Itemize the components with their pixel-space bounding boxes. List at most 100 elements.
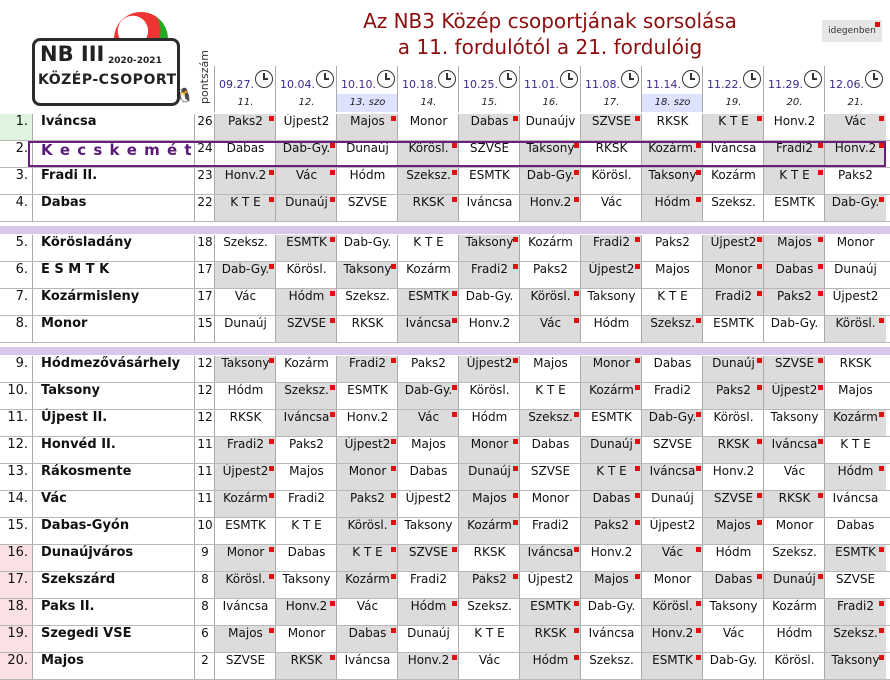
opponent-cell: Újpest2 <box>275 114 337 140</box>
table-row: 1. Iváncsa 26 Paks2 Újpest2 Majos Monor Dabas Du… <box>0 114 890 141</box>
opponent-cell: Dabas <box>763 262 825 288</box>
team-name: Körösladány <box>32 235 201 261</box>
row-divider <box>0 571 890 572</box>
opponent-cell: SZVSE <box>336 195 398 221</box>
opponent-cell: RKSK <box>397 195 459 221</box>
opponent-cell: K T E <box>824 437 886 463</box>
opponent-cell: Dab-Gy. <box>519 168 581 194</box>
opponent-cell: Dunaúj <box>458 464 520 490</box>
opponent-cell: Vác <box>275 168 337 194</box>
opponent-cell: Szeksz. <box>519 410 581 436</box>
opponent-cell: Taksony <box>763 410 825 436</box>
opponent-cell: Dunaúj <box>580 437 642 463</box>
opponent-cell: Vác <box>214 289 276 315</box>
opponent-cell: Szeksz. <box>397 168 459 194</box>
opponent-cell: Iváncsa <box>275 410 337 436</box>
clock-icon <box>438 70 456 88</box>
team-name: Honvéd II. <box>32 437 201 463</box>
opponent-cell: SZVSE <box>458 141 520 167</box>
opponent-cell: RKSK <box>214 410 276 436</box>
opponent-cell: ESMTK <box>641 653 703 679</box>
opponent-cell: Fradi2 <box>458 262 520 288</box>
round-number: 15. <box>481 97 498 108</box>
opponent-cell: SZVSE <box>824 572 886 598</box>
team-name: E S M T K <box>32 262 201 288</box>
opponent-cell: Dab-Gy. <box>702 653 764 679</box>
round-date: 11.01. <box>524 78 559 91</box>
opponent-cell: Kozárm <box>397 262 459 288</box>
opponent-cell: Dabas <box>214 141 276 167</box>
opponent-cell: Dunaúj <box>763 572 825 598</box>
opponent-cell: Honv.2 <box>336 410 398 436</box>
round-number: 13. szo <box>337 94 398 112</box>
opponent-cell: Szeksz. <box>275 383 337 409</box>
round-date: 09.27. <box>219 78 254 91</box>
rank: 8. <box>15 316 28 331</box>
opponent-cell: SZVSE <box>397 545 459 571</box>
table-row: 3. Fradi II. 23 Honv.2 Vác Hódm Szeksz. ESMTK Da… <box>0 168 890 195</box>
opponent-cell: Vác <box>336 599 398 625</box>
opponent-cell: Fradi2 <box>824 599 886 625</box>
opponent-cell: Iváncsa <box>336 653 398 679</box>
round-date: 10.04. <box>280 78 315 91</box>
rank: 1. <box>0 114 32 140</box>
table-row: 18. Paks II. 8 Iváncsa Honv.2 Vác Hódm Szeksz. E… <box>0 599 890 626</box>
opponent-cell: Körösl. <box>458 383 520 409</box>
opponent-cell: ESMTK <box>397 289 459 315</box>
opponent-cell: Dab-Gy. <box>824 195 886 221</box>
opponent-cell: Honv.2 <box>519 195 581 221</box>
opponent-cell: Monor <box>641 572 703 598</box>
opponent-cell: RKSK <box>580 141 642 167</box>
opponent-cell: Fradi2 <box>214 437 276 463</box>
opponent-cell: Honv.2 <box>275 599 337 625</box>
opponent-cell: ESMTK <box>214 518 276 544</box>
rank: 10. <box>7 383 28 398</box>
opponent-cell: Paks2 <box>336 491 398 517</box>
opponent-cell: Fradi2 <box>519 518 581 544</box>
opponent-cell: Dabas <box>824 518 886 544</box>
row-divider <box>0 288 890 289</box>
opponent-cell: Taksony <box>336 262 398 288</box>
opponent-cell: Körösl. <box>214 572 276 598</box>
row-divider <box>0 342 890 343</box>
points: 23 <box>194 168 215 194</box>
points: 17 <box>194 262 215 288</box>
opponent-cell: Körösl. <box>824 316 886 342</box>
team-name: Iváncsa <box>32 114 201 140</box>
rank: 19. <box>0 626 32 652</box>
opponent-cell: Szeksz. <box>214 235 276 261</box>
opponent-cell: Iváncsa <box>702 141 764 167</box>
opponent-cell: Dab-Gy. <box>458 289 520 315</box>
clock-icon <box>377 70 395 88</box>
opponent-cell: Dab-Gy. <box>641 410 703 436</box>
opponent-cell: RKSK <box>702 437 764 463</box>
opponent-cell: Vác <box>824 114 886 140</box>
opponent-cell: Dunaúj <box>214 316 276 342</box>
table-row: 19. Szegedi VSE 6 Majos Monor Dabas Dunaúj K T … <box>0 626 890 653</box>
points: 8 <box>194 599 215 625</box>
opponent-cell: Iváncsa <box>397 316 459 342</box>
round-date: 10.10. <box>341 78 376 91</box>
opponent-cell: Dabas <box>397 464 459 490</box>
opponent-cell: Majos <box>763 235 825 261</box>
points: 15 <box>194 316 215 342</box>
team-name: Kozármisleny <box>32 289 201 315</box>
round-column-header: 11.14. 18. szo <box>641 66 703 112</box>
opponent-cell: Paks2 <box>763 289 825 315</box>
round-column-header: 11.08. 17. <box>580 66 642 112</box>
opponent-cell: Iváncsa <box>519 545 581 571</box>
opponent-cell: Szeksz. <box>580 653 642 679</box>
table-row: 7. Kozármisleny 17 Vác Hódm Szeksz. ESMTK Dab-G… <box>0 289 890 316</box>
team-name: Rákosmente <box>32 464 201 490</box>
opponent-cell: Paks2 <box>275 437 337 463</box>
opponent-cell: ESMTK <box>763 195 825 221</box>
round-date: 11.22. <box>707 78 742 91</box>
opponent-cell: K T E <box>458 626 520 652</box>
opponent-cell: Monor <box>519 491 581 517</box>
round-column-header: 10.18. 14. <box>397 66 459 112</box>
round-number: 14. <box>420 97 437 108</box>
opponent-cell: Újpest2 <box>397 491 459 517</box>
row-divider <box>0 140 890 141</box>
rank: 2. <box>15 141 28 156</box>
